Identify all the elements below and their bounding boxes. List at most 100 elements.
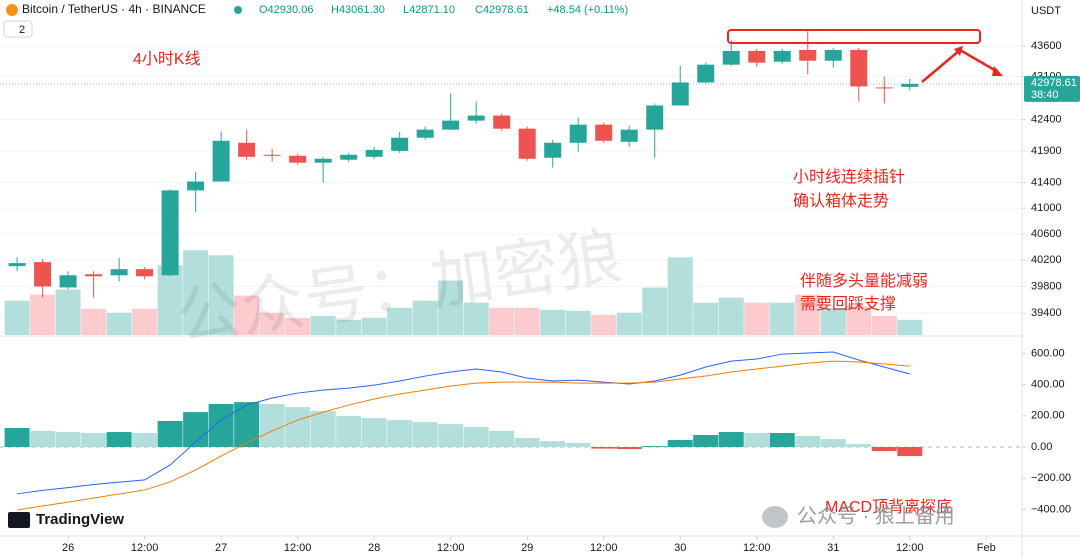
histogram-bar: [285, 407, 311, 448]
candle-body: [748, 50, 766, 63]
plot: 4360043100424004190041400410004060040200…: [0, 31, 1071, 554]
volume-bar: [540, 309, 566, 335]
annotation: 伴随多头量能减弱: [800, 272, 928, 290]
candle-body: [161, 190, 179, 276]
volume-bar: [81, 308, 107, 335]
logo: TradingView: [36, 511, 124, 528]
signal-line: [17, 360, 910, 511]
volume-bar: [769, 302, 795, 335]
volume-bar: [361, 317, 387, 335]
x-tick-label: 12:00: [131, 542, 159, 554]
candle-body: [340, 154, 358, 160]
volume-bar: [897, 319, 923, 335]
histogram-bar: [744, 432, 770, 448]
histogram-bar: [591, 447, 617, 449]
x-tick-label: 28: [368, 542, 380, 554]
currency[interactable]: USDT: [1031, 5, 1061, 17]
histogram-bar: [642, 446, 668, 448]
histogram-bar: [718, 432, 744, 448]
histogram-bar: [234, 402, 260, 448]
footer-watermark: 公众号 · 狼上备用: [797, 504, 955, 527]
candle-body: [59, 275, 77, 288]
status-dot: [234, 6, 242, 14]
annotation: 4小时K线: [133, 50, 201, 68]
y-tick-label: 40200: [1031, 254, 1062, 266]
volume-bar: [616, 312, 642, 335]
x-tick-label: 26: [62, 542, 74, 554]
candle-body: [722, 50, 740, 65]
volume-bar: [55, 289, 81, 335]
candle-body: [901, 83, 919, 87]
wechat-icon: [762, 506, 788, 528]
volume-bar: [157, 265, 183, 335]
candle-body: [467, 115, 485, 121]
candle-body: [289, 155, 307, 163]
x-tick-label: 31: [827, 542, 839, 554]
histogram-bar: [208, 403, 234, 448]
y-tick-label: 600.00: [1031, 347, 1065, 359]
volume-bar: [259, 312, 285, 335]
volume-bar: [744, 302, 770, 335]
histogram-bar: [157, 420, 183, 448]
candle-body: [875, 87, 893, 89]
candle-body: [314, 158, 332, 163]
volume-bar: [4, 300, 30, 335]
annotation: 小时线连续插针: [793, 168, 905, 186]
candle-body: [187, 181, 205, 191]
coin-icon: [6, 4, 18, 16]
volume-bar: [489, 307, 515, 335]
volume-bar: [387, 307, 413, 335]
symbol: Bitcoin / TetherUS · 4h · BINANCE: [22, 2, 206, 16]
volume-bar: [642, 287, 668, 335]
candle-body: [569, 124, 587, 143]
candle-body: [544, 142, 562, 158]
candle-body: [391, 137, 409, 151]
volume-bar: [820, 307, 846, 335]
volume-bar: [463, 302, 489, 335]
indicator-count[interactable]: 2: [19, 24, 25, 36]
histogram-bar: [438, 424, 464, 448]
x-tick-label: 12:00: [743, 542, 771, 554]
y-tick-label: 39800: [1031, 280, 1062, 292]
candle-body: [85, 274, 103, 277]
candle-body: [773, 50, 791, 62]
candle-body: [646, 105, 664, 130]
histogram-bar: [769, 432, 795, 448]
y-tick-label: 40600: [1031, 228, 1062, 240]
candle-body: [365, 149, 383, 157]
open-label: O42930.06: [259, 4, 313, 16]
indicator-toggle[interactable]: [3, 20, 33, 38]
y-tick-label: −200.00: [1031, 472, 1071, 484]
histogram-bar: [4, 427, 30, 448]
last-price-tag: [1024, 75, 1080, 102]
histogram-bar: [514, 437, 540, 448]
volume-bar: [795, 294, 821, 335]
x-tick-label: 27: [215, 542, 227, 554]
volume-bar: [565, 310, 591, 335]
candle-body: [136, 269, 154, 277]
volume-bar: [285, 317, 311, 335]
volume-bar: [591, 314, 617, 335]
annotation: 确认箱体走势: [793, 192, 889, 210]
volume-bar: [514, 307, 540, 335]
y-tick-label: −400.00: [1031, 503, 1071, 515]
histogram-bar: [81, 432, 107, 448]
volume-bar: [234, 295, 260, 335]
candle-body: [595, 124, 613, 141]
low-label: L42871.10: [403, 4, 455, 16]
histogram-bar: [463, 427, 489, 448]
candle-body: [212, 140, 230, 182]
histogram-bar: [106, 432, 132, 448]
volume-bar: [693, 302, 719, 335]
highlight-box: [727, 29, 981, 44]
x-tick-label: Feb: [977, 542, 996, 554]
annotation: 需要回踩支撑: [800, 295, 896, 313]
countdown: 38:40: [1031, 89, 1059, 101]
histogram-bar: [693, 435, 719, 448]
candle-body: [110, 269, 128, 276]
change-label: +48.54 (+0.11%): [547, 4, 628, 16]
histogram-bar: [336, 415, 362, 448]
volume-bar: [871, 315, 897, 335]
annotation: MACD顶背离探底: [825, 498, 952, 516]
histogram-bar: [897, 447, 923, 457]
